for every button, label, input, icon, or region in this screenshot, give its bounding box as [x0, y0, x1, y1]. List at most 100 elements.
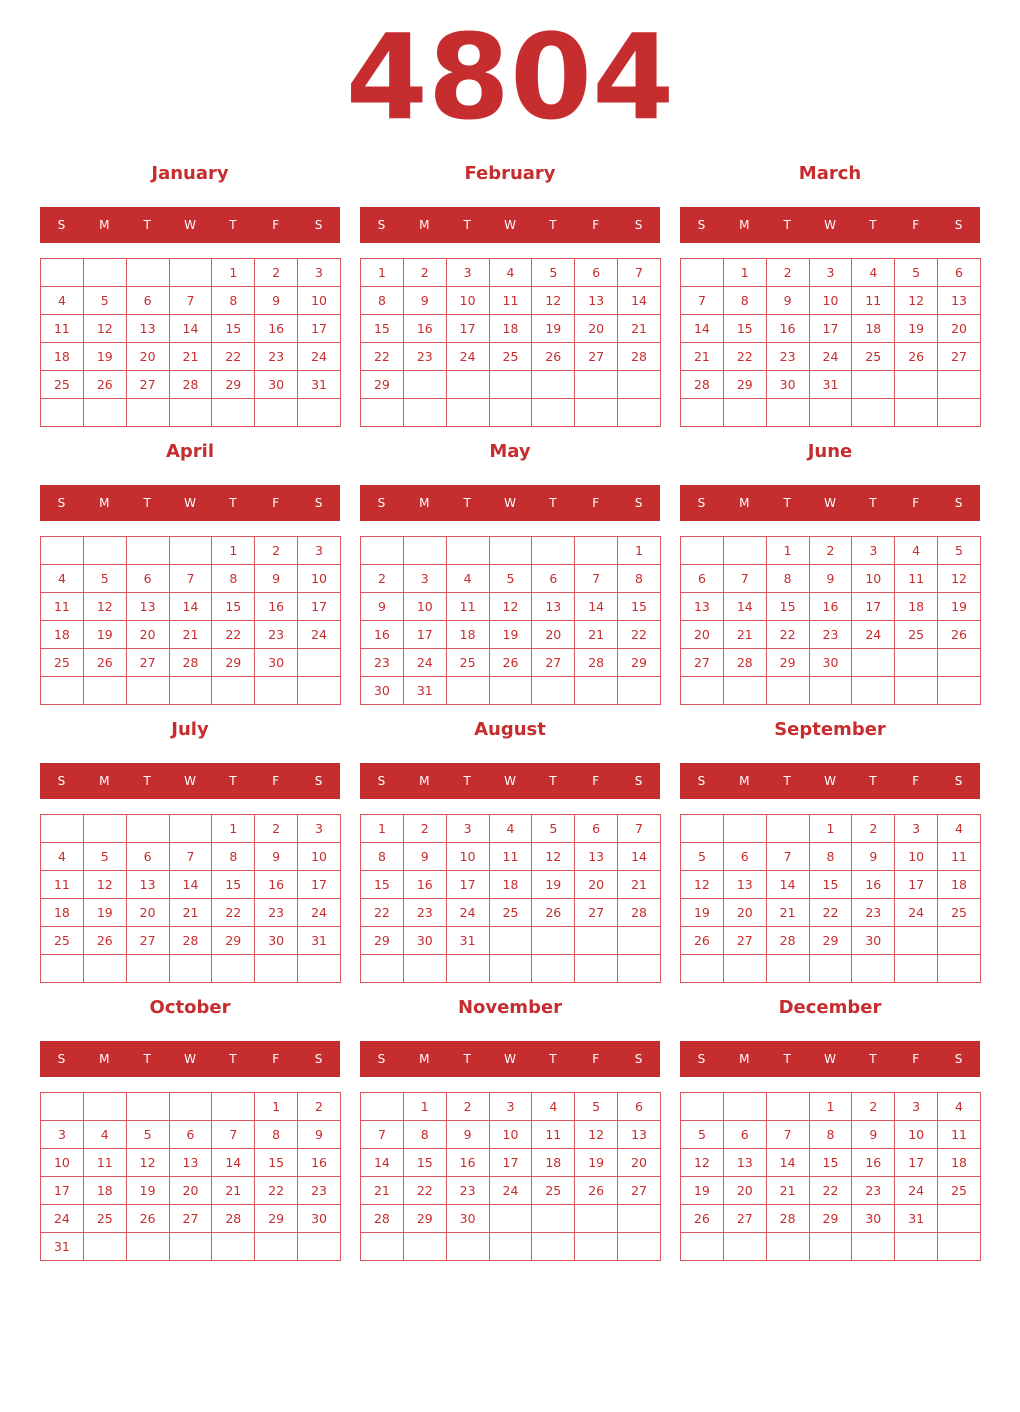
day-cell: 13 — [937, 286, 981, 315]
day-cell: 11 — [40, 314, 84, 343]
empty-day-cell — [722, 398, 767, 427]
empty-day-cell — [894, 648, 939, 677]
day-cell: 18 — [937, 870, 981, 899]
day-cell: 6 — [574, 814, 619, 843]
day-cell: 3 — [894, 814, 939, 843]
empty-day-cell — [765, 398, 810, 427]
empty-day-cell — [937, 370, 981, 399]
week-row: 14 15 16 17 18 19 20 — [680, 314, 981, 343]
day-grid: 1 2 3 4 5 6 7 8 9 10 11 12 13 14 15 16 17 18 19 20 21 22 23 24 2… — [360, 814, 661, 983]
day-cell: 25 — [488, 898, 533, 927]
weekday-label: F — [272, 1052, 280, 1066]
empty-day-cell — [894, 954, 939, 983]
weekday-label: M — [99, 218, 110, 232]
day-cell: 10 — [894, 842, 939, 871]
week-row — [680, 1232, 981, 1261]
week-row: 21 22 23 24 25 26 27 — [360, 1176, 661, 1205]
day-cell: 18 — [937, 1148, 981, 1177]
day-cell: 7 — [168, 286, 213, 315]
day-cell: 28 — [722, 648, 767, 677]
day-cell: 16 — [402, 314, 447, 343]
empty-day-cell — [254, 398, 299, 427]
day-grid: 1 2 3 4 5 6 7 8 9 10 11 12 13 14 15 16 17 18 19 20 21 22 23 24 2… — [40, 814, 341, 983]
day-cell: 22 — [211, 898, 256, 927]
day-cell: 27 — [531, 648, 576, 677]
week-row: 12 13 14 15 16 17 18 — [680, 870, 981, 899]
weekday-label: W — [504, 218, 516, 232]
day-cell: 28 — [765, 1204, 810, 1233]
empty-day-cell — [168, 814, 213, 843]
day-cell: 11 — [851, 286, 896, 315]
day-cell: 15 — [617, 592, 661, 621]
day-cell: 25 — [445, 648, 490, 677]
day-cell: 12 — [82, 314, 127, 343]
day-cell: 8 — [360, 842, 404, 871]
week-row — [680, 398, 981, 427]
day-cell: 3 — [445, 258, 490, 287]
empty-day-cell — [168, 1232, 213, 1261]
day-cell: 10 — [488, 1120, 533, 1149]
day-cell: 5 — [894, 258, 939, 287]
day-cell: 4 — [82, 1120, 127, 1149]
day-cell: 7 — [680, 286, 724, 315]
day-cell: 17 — [808, 314, 853, 343]
empty-day-cell — [531, 398, 576, 427]
day-cell: 3 — [402, 564, 447, 593]
day-cell: 13 — [168, 1148, 213, 1177]
day-cell: 4 — [40, 286, 84, 315]
day-cell: 6 — [531, 564, 576, 593]
day-cell: 24 — [445, 898, 490, 927]
weekday-label: T — [549, 218, 557, 232]
empty-day-cell — [680, 676, 724, 705]
day-cell: 28 — [680, 370, 724, 399]
week-row — [40, 954, 341, 983]
weekday-label: F — [912, 496, 920, 510]
day-cell: 1 — [360, 258, 404, 287]
day-cell: 27 — [125, 370, 170, 399]
weekday-label: T — [143, 1052, 151, 1066]
day-cell: 29 — [808, 1204, 853, 1233]
day-cell: 22 — [808, 1176, 853, 1205]
week-row: 24 25 26 27 28 29 30 — [40, 1204, 341, 1233]
day-cell: 11 — [445, 592, 490, 621]
empty-day-cell — [617, 370, 661, 399]
empty-day-cell — [82, 1092, 127, 1121]
week-row: 11 12 13 14 15 16 17 — [40, 870, 341, 899]
day-cell: 2 — [254, 814, 299, 843]
day-cell: 2 — [851, 814, 896, 843]
weekday-label: S — [314, 774, 323, 788]
weekday-label: F — [592, 496, 600, 510]
day-cell: 22 — [211, 620, 256, 649]
day-cell: 27 — [680, 648, 724, 677]
weekday-label: S — [377, 496, 386, 510]
day-cell: 29 — [808, 926, 853, 955]
weekday-label: S — [57, 218, 66, 232]
day-cell: 8 — [722, 286, 767, 315]
day-cell: 27 — [125, 648, 170, 677]
empty-day-cell — [40, 398, 84, 427]
day-cell: 6 — [168, 1120, 213, 1149]
day-cell: 12 — [531, 286, 576, 315]
empty-day-cell — [574, 926, 619, 955]
day-cell: 6 — [125, 842, 170, 871]
empty-day-cell — [617, 1232, 661, 1261]
day-cell: 10 — [894, 1120, 939, 1149]
day-cell: 14 — [617, 842, 661, 871]
day-cell: 11 — [894, 564, 939, 593]
day-cell: 29 — [722, 370, 767, 399]
week-row: 18 19 20 21 22 23 24 — [40, 898, 341, 927]
day-cell: 30 — [297, 1204, 341, 1233]
day-cell: 28 — [617, 342, 661, 371]
empty-day-cell — [488, 1232, 533, 1261]
empty-day-cell — [125, 1232, 170, 1261]
weekday-label: T — [463, 1052, 471, 1066]
empty-day-cell — [82, 814, 127, 843]
weekday-label: T — [229, 774, 237, 788]
week-row: 15 16 17 18 19 20 21 — [360, 314, 661, 343]
day-cell: 9 — [851, 842, 896, 871]
empty-day-cell — [617, 954, 661, 983]
day-cell: 24 — [894, 898, 939, 927]
